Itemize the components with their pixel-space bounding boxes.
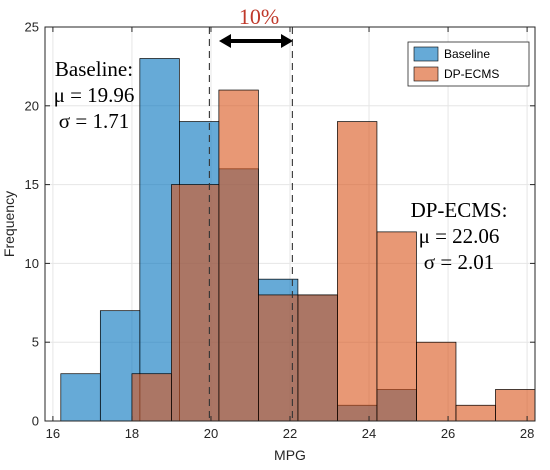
baseline-stats: Baseline: μ = 19.96 σ = 1.71 bbox=[54, 57, 135, 133]
dp-ecms-bar-6 bbox=[376, 231, 417, 422]
legend: Baseline DP-ECMS bbox=[407, 41, 530, 87]
baseline-bar-0 bbox=[60, 373, 101, 422]
x-tick-label-5: 26 bbox=[441, 426, 455, 441]
dpecms-stats-title: DP-ECMS: bbox=[411, 198, 508, 222]
y-tick-label-5: 25 bbox=[25, 20, 39, 35]
x-tick-label-3: 22 bbox=[283, 426, 297, 441]
dpecms-stats-sigma: σ = 2.01 bbox=[424, 250, 494, 274]
dp-ecms-bar-3 bbox=[258, 294, 299, 422]
legend-swatch-dpecms bbox=[413, 66, 439, 82]
y-tick-label-3: 15 bbox=[25, 177, 39, 192]
y-tick-label-0: 0 bbox=[32, 414, 39, 429]
x-tick-label-1: 18 bbox=[125, 426, 139, 441]
legend-swatch-baseline bbox=[413, 46, 439, 62]
x-tick-label-6: 28 bbox=[520, 426, 534, 441]
y-tick-label-2: 10 bbox=[25, 256, 39, 271]
difference-arrow bbox=[219, 34, 293, 48]
dp-ecms-bar-2 bbox=[218, 89, 259, 422]
x-tick-label-0: 16 bbox=[46, 426, 60, 441]
baseline-stats-sigma: σ = 1.71 bbox=[59, 109, 129, 133]
reference-lines bbox=[208, 27, 293, 421]
percent-annotation: 10% bbox=[239, 4, 279, 29]
x-ticks: 16 18 20 22 24 26 28 bbox=[46, 27, 534, 441]
dpecms-stats-mu: μ = 22.06 bbox=[419, 224, 500, 248]
legend-label-dpecms: DP-ECMS bbox=[444, 67, 499, 81]
x-axis-label: MPG bbox=[274, 447, 306, 463]
x-tick-label-4: 24 bbox=[362, 426, 376, 441]
bars bbox=[60, 58, 536, 422]
dp-ecms-bar-0 bbox=[131, 373, 172, 422]
y-axis-label: Frequency bbox=[1, 191, 17, 257]
dpecms-stats: DP-ECMS: μ = 22.06 σ = 2.01 bbox=[411, 198, 508, 274]
y-ticks: 0 5 10 15 20 25 bbox=[25, 20, 535, 429]
baseline-stats-title: Baseline: bbox=[55, 57, 133, 81]
y-tick-label-4: 20 bbox=[25, 98, 39, 113]
legend-label-baseline: Baseline bbox=[444, 47, 490, 61]
dp-ecms-bar-9 bbox=[495, 389, 536, 422]
dp-ecms-bar-1 bbox=[171, 184, 220, 422]
dp-ecms-bar-5 bbox=[337, 121, 378, 422]
dp-ecms-bar-4 bbox=[297, 294, 338, 422]
dp-ecms-bar-8 bbox=[455, 404, 496, 422]
x-tick-label-2: 20 bbox=[204, 426, 218, 441]
y-tick-label-1: 5 bbox=[32, 335, 39, 350]
dp-ecms-bar-7 bbox=[416, 341, 457, 422]
baseline-stats-mu: μ = 19.96 bbox=[54, 83, 135, 107]
